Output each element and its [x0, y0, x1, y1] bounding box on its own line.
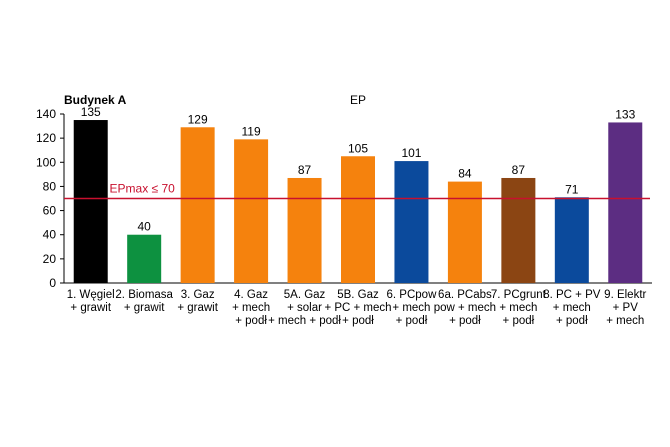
- category-label: 2. Biomasa + grawit: [115, 289, 173, 314]
- category-label: 3. Gaz + grawit: [177, 289, 218, 314]
- bar-value-label: 119: [242, 124, 261, 138]
- bar: [127, 234, 162, 283]
- y-tick-label: 40: [43, 228, 57, 242]
- bar-value-label: 71: [565, 182, 579, 196]
- bar-value-label: 129: [188, 112, 208, 126]
- y-tick-label: 60: [43, 204, 57, 218]
- category-label: 5A. Gaz + solar + mech + podł: [268, 289, 341, 327]
- bar: [73, 120, 108, 284]
- value-labels-group: 135 40 129 119 87 105 101 84 87 71 133: [81, 105, 636, 234]
- category-label: 9. Elektr + PV + mech: [604, 289, 646, 327]
- chart-title: EP: [350, 93, 366, 107]
- bar-value-label: 105: [348, 141, 368, 155]
- bar: [394, 161, 429, 283]
- reference-line-group: EPmax ≤ 70: [64, 182, 650, 200]
- bar-value-label: 101: [401, 146, 421, 160]
- bar: [180, 127, 215, 284]
- y-tick-label: 120: [36, 131, 56, 145]
- y-tick-label: 100: [36, 155, 56, 169]
- y-tick-label: 20: [43, 252, 57, 266]
- category-label: 6a. PCabs pow + mech + podł: [434, 289, 496, 327]
- category-label: 8. PC + PV + mech + podł: [543, 289, 601, 327]
- bar-value-label: 135: [81, 105, 101, 119]
- bar: [501, 177, 536, 283]
- bar-value-label: 87: [298, 163, 312, 177]
- y-tick-label: 140: [36, 107, 56, 121]
- bar-value-label: 133: [615, 107, 635, 121]
- bar-value-label: 87: [512, 163, 526, 177]
- y-tick-label: 80: [43, 179, 57, 193]
- bar: [608, 122, 643, 283]
- bar: [341, 156, 375, 283]
- corner-label: Budynek A: [64, 93, 127, 107]
- category-label: 7. PCgrunt + mech + podł: [491, 289, 547, 327]
- category-label: 4. Gaz + mech + podł: [232, 289, 270, 327]
- bar: [287, 177, 322, 283]
- reference-line-label: EPmax ≤ 70: [110, 182, 176, 196]
- category-label: 1. Węgiel + grawit: [67, 289, 115, 314]
- bar: [447, 181, 482, 283]
- bar: [554, 197, 589, 283]
- category-label: 5B. Gaz + PC + mech + podł: [324, 289, 391, 327]
- bar-value-label: 40: [138, 220, 152, 234]
- bar-value-label: 84: [458, 167, 472, 181]
- bar: [234, 139, 269, 283]
- category-label: 6. PCpow + mech + podł: [387, 289, 438, 327]
- y-tick-label: 0: [49, 276, 56, 290]
